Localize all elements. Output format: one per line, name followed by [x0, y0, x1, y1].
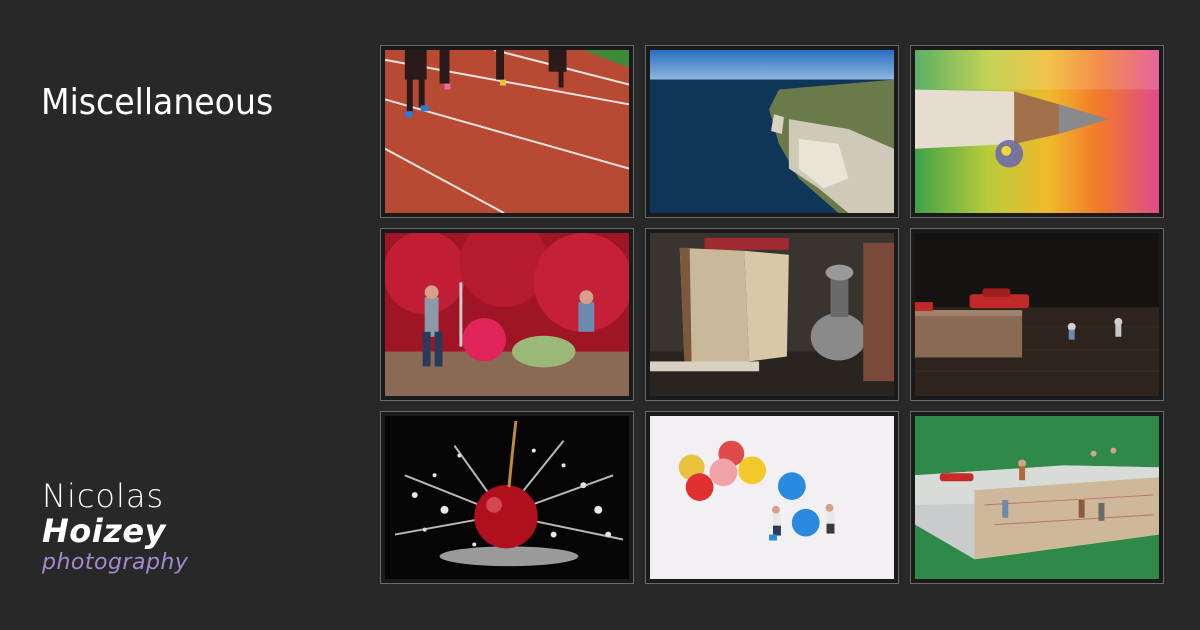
gallery-tile-coastal-cliffs[interactable] — [645, 45, 899, 218]
gallery-tile-candy-balls[interactable] — [645, 411, 899, 584]
gallery-tile-map-explorers[interactable] — [910, 411, 1164, 584]
gallery-tile-cherry-splash[interactable] — [380, 411, 634, 584]
photo-miniature-map-explorers-icon — [915, 416, 1159, 579]
photo-coastal-cliffs-icon — [650, 50, 894, 213]
logo-tagline: photography — [42, 550, 189, 575]
gallery-tile-miniature-gardeners[interactable] — [380, 228, 634, 401]
photo-cherry-spoon-splash-icon — [385, 416, 629, 579]
logo-last-name: Hoizey — [42, 512, 166, 550]
gallery-tile-old-book-oil-lamp[interactable] — [645, 228, 899, 401]
photographer-logo[interactable]: Nicolas Hoizey photography — [42, 478, 222, 578]
photo-old-book-oil-lamp-icon — [650, 233, 894, 396]
photo-miniature-gardeners-flowers-icon — [385, 233, 629, 396]
photo-running-track-icon — [385, 50, 629, 213]
gallery-tile-running-track[interactable] — [380, 45, 634, 218]
gallery-tile-pencil-waterdrop[interactable] — [910, 45, 1164, 218]
photo-pencil-waterdrop-icon — [915, 50, 1159, 213]
gallery-tile-miniature-cars[interactable] — [910, 228, 1164, 401]
photo-miniature-candy-balls-icon — [650, 416, 894, 579]
photo-miniature-cars-wood-icon — [915, 233, 1159, 396]
logo-first-name: Nicolas — [42, 477, 165, 515]
page-title: Miscellaneous — [41, 82, 274, 123]
